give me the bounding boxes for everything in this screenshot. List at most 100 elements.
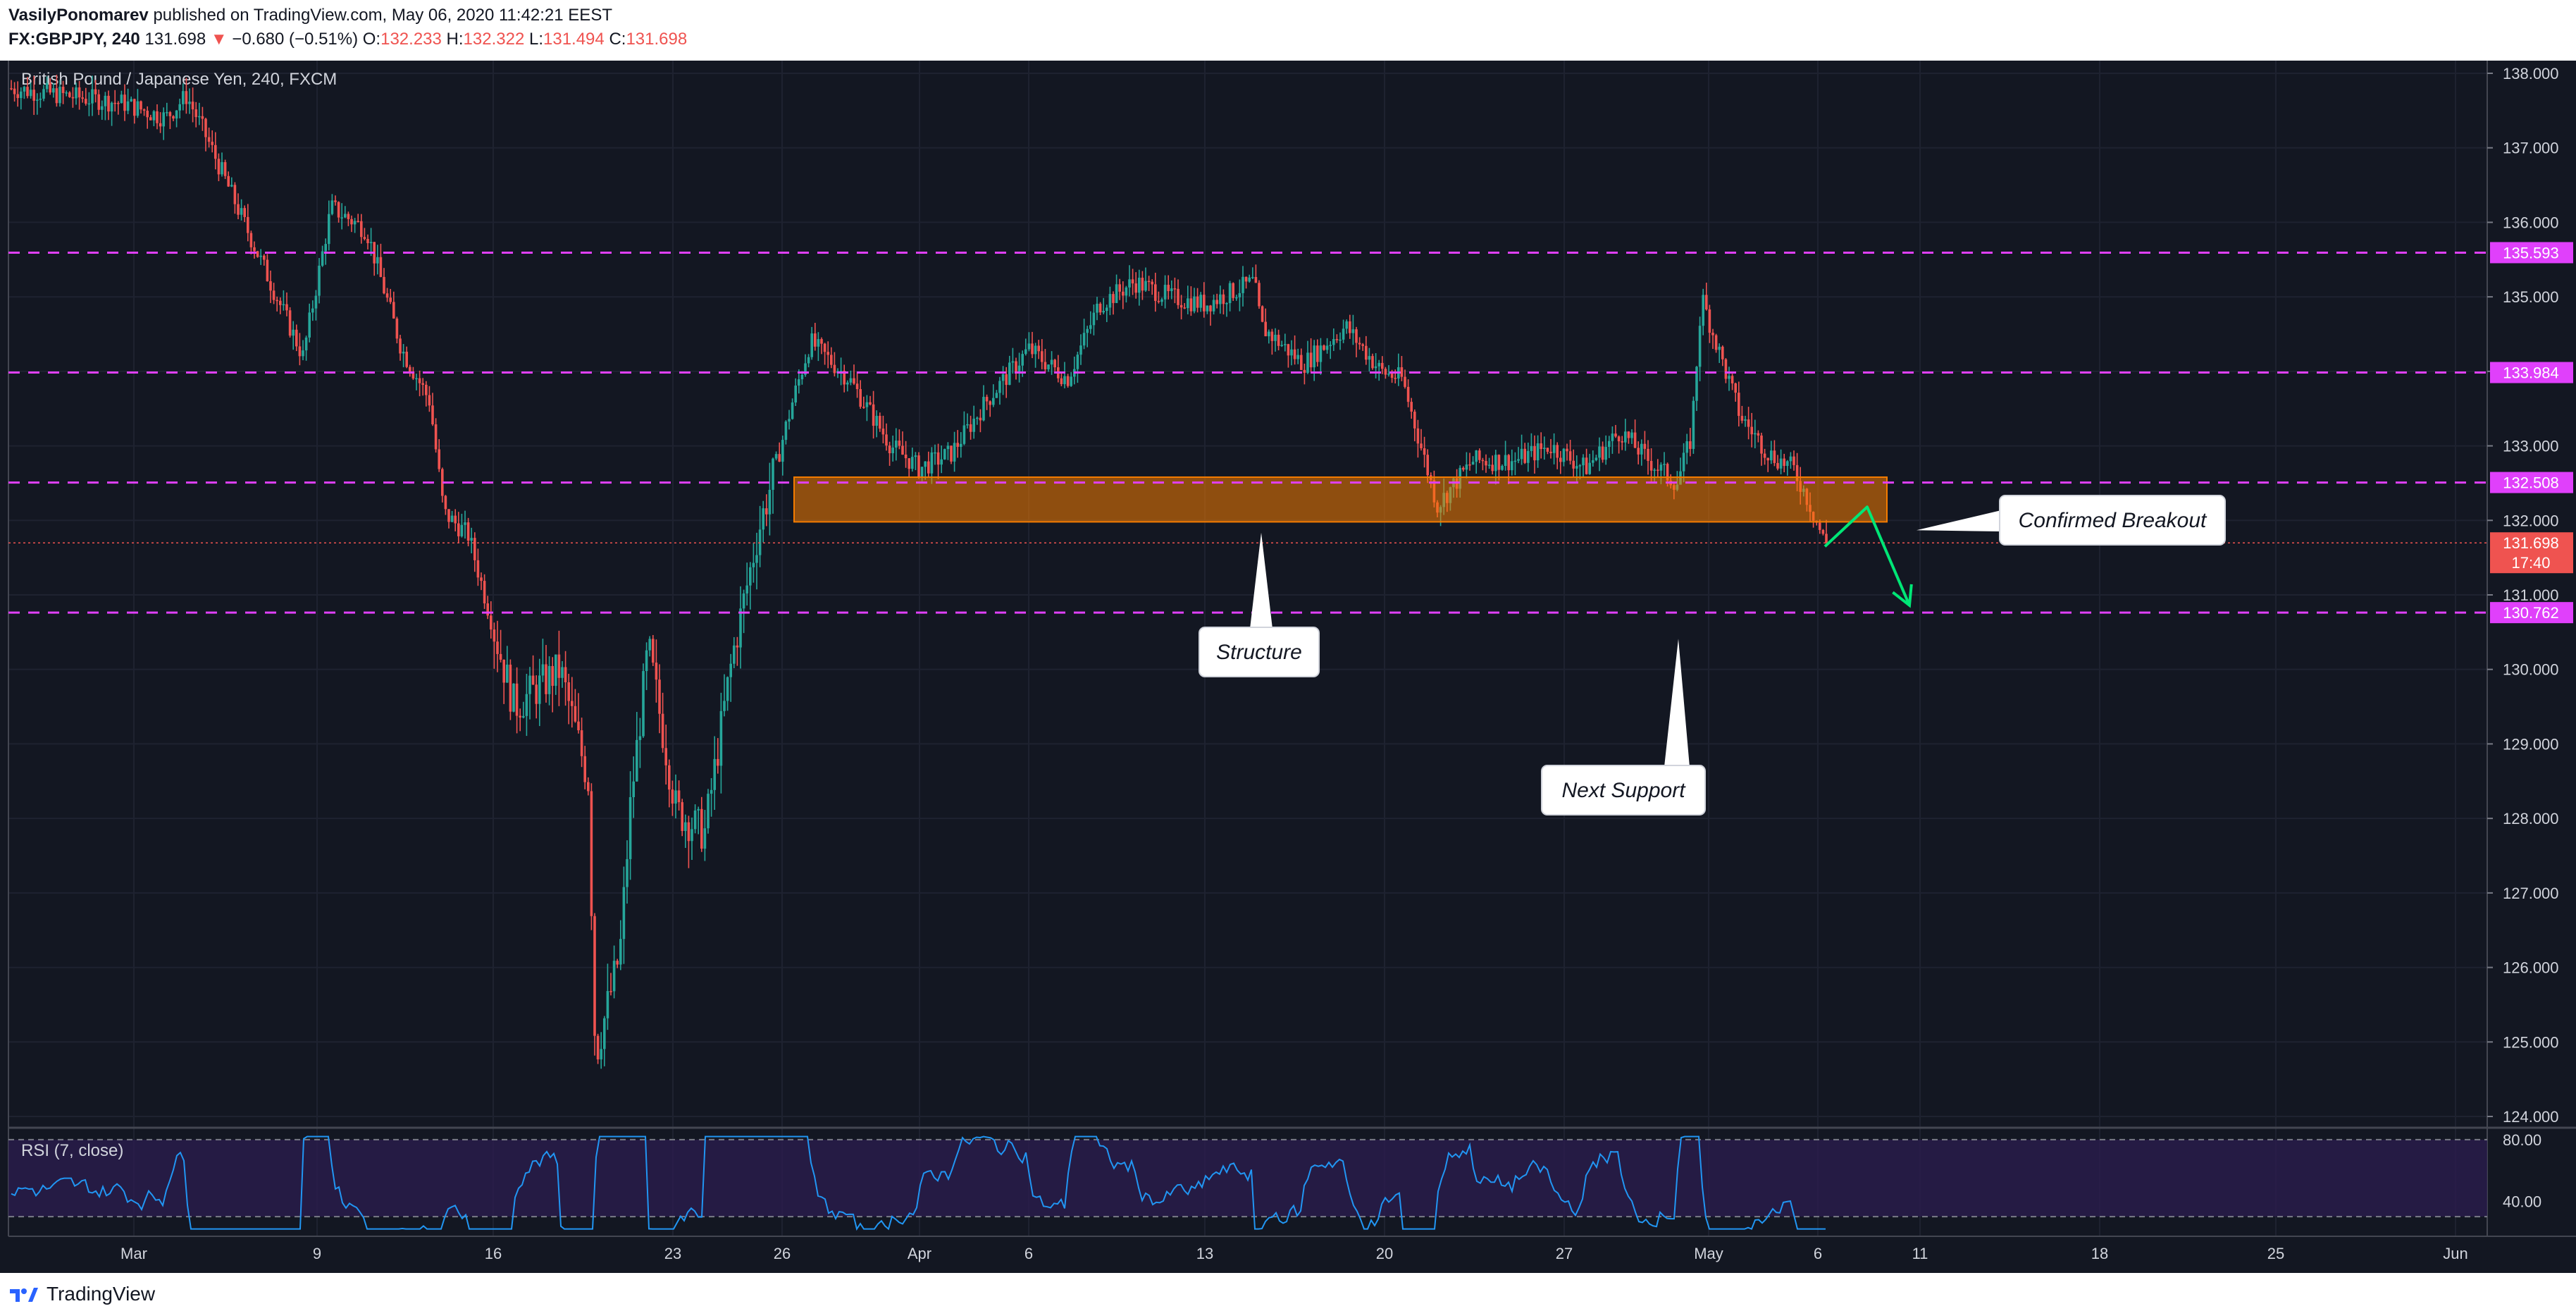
candle-body [32, 90, 35, 101]
candle-body [677, 790, 681, 803]
candle-body [736, 645, 739, 648]
candle-body [146, 111, 149, 118]
candle-body [1206, 305, 1209, 312]
candle-body [603, 1018, 606, 1050]
candle-body [888, 445, 891, 454]
candle-body [266, 259, 269, 281]
candle-body [1711, 333, 1714, 336]
close-value: 131.698 [626, 30, 688, 49]
candle-body [1530, 445, 1533, 451]
candle-body [1825, 534, 1828, 543]
low-value: 131.494 [543, 30, 605, 49]
candle-body [1562, 448, 1566, 462]
candle-body [1325, 345, 1329, 350]
author-name[interactable]: VasilyPonomarev [8, 6, 149, 25]
candle-body [622, 887, 626, 940]
candle-body [875, 416, 878, 426]
price-tick-label: 130.000 [2503, 661, 2559, 679]
candle-body [237, 204, 240, 215]
candle-body [1332, 339, 1335, 345]
candle-body [402, 351, 405, 354]
candle-body [839, 371, 843, 372]
candle-body [1154, 284, 1157, 301]
candle-body [259, 255, 262, 257]
candle-body [522, 715, 525, 718]
callout-pointer [1916, 510, 2001, 531]
candle-body [61, 87, 65, 94]
candle-body [1070, 376, 1072, 386]
candle-body [385, 293, 389, 298]
candle-body [557, 654, 561, 678]
candle-body [1478, 450, 1481, 460]
price-chart[interactable]: British Pound / Japanese Yen, 240, FXCM 1… [0, 61, 2576, 1273]
candle-body [1779, 458, 1783, 469]
price-tick-label: 131.000 [2503, 586, 2559, 604]
candle-body [700, 808, 703, 849]
candle-body [1005, 374, 1008, 386]
candle-body [162, 112, 165, 127]
candle-body [1702, 295, 1704, 326]
candle-body [626, 858, 628, 887]
candle-body [256, 251, 259, 257]
candle-body [411, 371, 415, 378]
callout-box [1199, 627, 1320, 677]
candle-body [295, 329, 298, 347]
countdown-label: 17:40 [2511, 554, 2550, 572]
candle-body [726, 677, 729, 701]
candle-body [927, 461, 930, 474]
candle-body [765, 508, 768, 515]
candle-body [23, 87, 26, 92]
candle-body [577, 721, 580, 731]
candle-body [395, 318, 399, 339]
candle-body [1410, 402, 1413, 412]
candle-body [1766, 457, 1769, 461]
candle-body [1037, 345, 1040, 352]
candle-body [953, 443, 956, 462]
candle-body [645, 650, 648, 672]
candle-body [1420, 443, 1423, 448]
candle-body [1138, 278, 1141, 293]
candle-body [1287, 344, 1290, 356]
candle-body [421, 383, 424, 385]
candle-body [1468, 464, 1471, 466]
candle-body [1821, 529, 1825, 534]
candle-body [1523, 448, 1526, 463]
tradingview-logo[interactable]: TradingView [8, 1283, 155, 1305]
candle-body [1060, 378, 1063, 385]
candle-body [1355, 329, 1358, 343]
candle-body [590, 791, 593, 916]
price-tick-label: 138.000 [2503, 65, 2559, 82]
projection-path [1823, 505, 1911, 606]
candle-body [1144, 281, 1147, 291]
ohlc-line: FX:GBPJPY, 240 131.698 ▼ −0.680 (−0.51%)… [8, 30, 687, 49]
candle-body [1173, 288, 1177, 290]
candle-body [1724, 359, 1728, 379]
candle-body [1254, 277, 1258, 283]
candle-body [509, 664, 512, 712]
candle-body [936, 452, 940, 465]
candle-body [26, 87, 29, 97]
callout-box [1541, 765, 1706, 815]
candle-body [1008, 362, 1011, 386]
candle-body [969, 424, 972, 432]
candle-body [989, 401, 991, 405]
candle-body [710, 789, 713, 794]
candle-body [914, 455, 917, 457]
candle-body [1280, 345, 1283, 346]
candle-body [308, 312, 311, 338]
candle-body [1543, 448, 1546, 450]
candle-body [240, 208, 243, 215]
candle-body [49, 82, 51, 93]
candle-body [1698, 326, 1702, 367]
candle-body [1520, 448, 1523, 460]
candle-body [1371, 356, 1374, 369]
candle-body [201, 116, 204, 119]
candle-body [596, 1035, 600, 1059]
candle-body [1546, 448, 1549, 452]
candle-body [619, 939, 622, 965]
candle-body [1011, 361, 1015, 363]
time-tick-label: 18 [2091, 1245, 2108, 1262]
candle-body [1471, 462, 1475, 465]
candle-body [1685, 441, 1688, 453]
candle-body [369, 242, 373, 243]
